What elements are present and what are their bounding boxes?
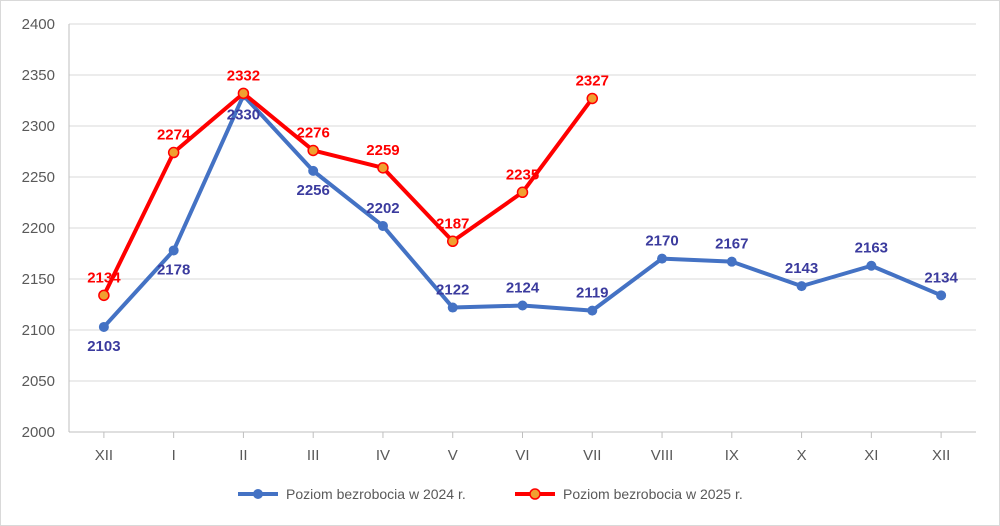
grid-lines <box>69 23 976 382</box>
x-tick-label: I <box>172 447 176 464</box>
data-label: 2274 <box>157 127 191 144</box>
data-point <box>726 256 737 267</box>
y-tick-label: 2300 <box>22 118 55 135</box>
data-point <box>307 144 319 157</box>
data-label: 2276 <box>297 124 330 141</box>
data-point <box>517 300 528 311</box>
x-tick-label: II <box>239 447 247 464</box>
data-label: 2256 <box>297 182 330 199</box>
data-label: 2103 <box>87 338 120 355</box>
data-point <box>587 305 598 316</box>
x-tick-label: X <box>797 447 807 464</box>
data-label: 2119 <box>576 285 609 302</box>
data-point <box>866 260 877 271</box>
y-tick-label: 2000 <box>22 424 55 441</box>
data-point <box>657 253 668 264</box>
data-point <box>98 321 109 332</box>
data-label: 2259 <box>366 142 399 159</box>
data-label: 2143 <box>785 260 818 277</box>
data-label: 2163 <box>855 240 888 257</box>
legend-label: Poziom bezrobocia w 2024 r. <box>286 486 466 502</box>
data-label: 2124 <box>506 280 540 297</box>
y-tick-label: 2200 <box>22 220 55 237</box>
y-tick-label: 2350 <box>22 67 55 84</box>
data-label: 2170 <box>645 233 678 250</box>
data-label: 2235 <box>506 166 539 183</box>
data-point <box>308 165 319 176</box>
y-tick-label: 2250 <box>22 169 55 186</box>
data-point <box>237 87 250 100</box>
data-point <box>516 186 529 199</box>
legend-swatch-marker <box>529 488 541 500</box>
data-point <box>446 235 459 248</box>
x-tick-label: XII <box>95 447 113 464</box>
data-label: 2330 <box>227 106 260 123</box>
data-point <box>167 146 180 159</box>
data-label: 2167 <box>715 236 748 253</box>
legend-swatch-marker <box>253 489 263 499</box>
legend: Poziom bezrobocia w 2024 r. Poziom bezrob… <box>238 486 743 502</box>
data-labels: 2103 2178 2330 2256 2202 2122 2124 2119 2170 2167… <box>87 67 958 355</box>
data-label: 2122 <box>436 282 469 299</box>
data-point <box>377 162 389 174</box>
x-tick-label: VI <box>515 447 529 464</box>
data-point <box>377 220 388 231</box>
data-point <box>168 245 179 256</box>
legend-label: Poziom bezrobocia w 2025 r. <box>563 486 743 502</box>
data-point <box>447 302 458 313</box>
x-tick-label: XII <box>932 447 950 464</box>
x-tick-label: XI <box>864 447 878 464</box>
x-tick-label: IX <box>725 447 739 464</box>
y-tick-label: 2150 <box>22 271 55 288</box>
data-point <box>936 290 947 301</box>
data-point <box>796 281 807 292</box>
data-label: 2202 <box>366 200 399 217</box>
y-tick-label: 2400 <box>22 16 55 33</box>
data-label: 2178 <box>157 261 190 278</box>
data-label: 2134 <box>87 269 121 286</box>
data-label: 2134 <box>924 269 958 286</box>
data-point <box>586 92 599 105</box>
data-label: 2187 <box>436 215 469 232</box>
y-tick-label: 2050 <box>22 373 55 390</box>
x-tick-label: IV <box>376 447 390 464</box>
x-tick-label: V <box>448 447 458 464</box>
x-tick-label: VII <box>583 447 601 464</box>
y-tick-label: 2100 <box>22 322 55 339</box>
series-line-2 <box>101 91 595 298</box>
data-point <box>98 289 110 302</box>
data-label: 2327 <box>576 72 609 89</box>
data-label: 2332 <box>227 67 260 84</box>
x-tick-label: VIII <box>651 447 674 464</box>
x-tick-label: III <box>307 447 320 464</box>
series <box>98 87 947 332</box>
